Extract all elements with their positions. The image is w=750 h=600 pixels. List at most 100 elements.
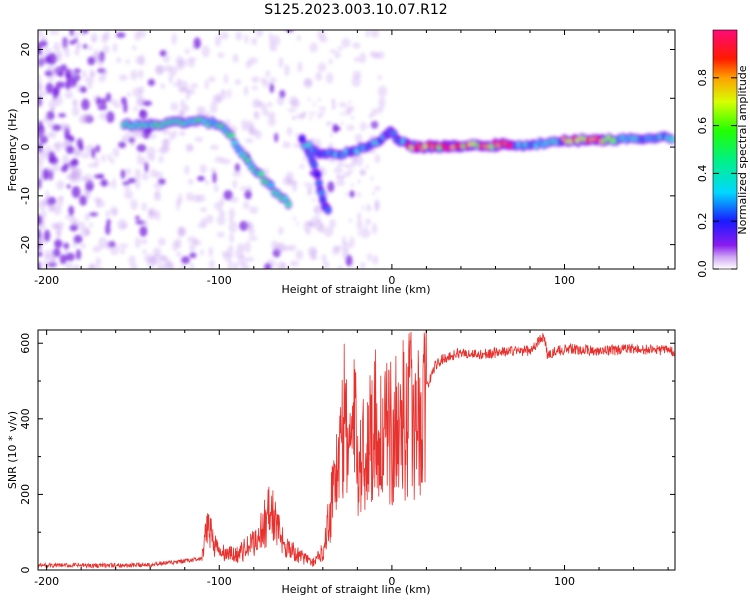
noise-blob <box>158 155 164 164</box>
noise-blob <box>367 253 373 262</box>
noise-blob <box>303 111 307 116</box>
noise-blob <box>264 263 272 269</box>
noise-blob <box>68 205 75 216</box>
noise-blob <box>332 105 336 110</box>
noise-blob <box>127 177 137 184</box>
snr-frame <box>37 329 676 571</box>
noise-blob <box>49 258 57 265</box>
noise-blob <box>58 113 66 118</box>
noise-blob <box>278 226 284 235</box>
colorbar-ticks: 0.0 0.2 0.4 0.6 0.8 <box>696 69 737 278</box>
noise-blob <box>349 236 355 249</box>
noise-blob <box>71 186 81 198</box>
noise-blob <box>38 228 42 240</box>
noise-blob <box>100 179 108 187</box>
noise-blob <box>308 111 312 116</box>
noise-blob <box>142 100 152 107</box>
noise-blob <box>79 86 87 93</box>
noise-blob <box>38 83 43 92</box>
noise-blob <box>248 225 255 236</box>
noise-blob <box>282 141 291 149</box>
noise-blob <box>241 119 248 131</box>
noise-blob <box>378 96 386 109</box>
noise-blob <box>50 106 55 112</box>
noise-blob <box>370 176 374 181</box>
noise-blob <box>304 181 307 186</box>
noise-blob <box>80 113 91 124</box>
x-tick-label: 100 <box>554 575 575 588</box>
noise-blob <box>260 77 267 83</box>
noise-blob <box>366 204 370 208</box>
noise-blob <box>49 30 60 35</box>
y-tick-label: 20 <box>19 43 32 57</box>
noise-blob <box>215 93 223 103</box>
noise-blob <box>326 72 334 84</box>
noise-blob <box>244 185 253 192</box>
noise-blob <box>65 252 75 262</box>
noise-blob <box>71 106 80 117</box>
x-tick-label: 0 <box>388 274 395 287</box>
noise-blob <box>193 239 202 246</box>
noise-blob <box>147 210 158 220</box>
noise-blob <box>326 121 330 126</box>
noise-blob <box>329 132 333 137</box>
noise-blob <box>374 186 381 191</box>
snr-y-ticks: 0 200 400 600 <box>19 333 675 574</box>
noise-blob <box>185 145 194 153</box>
ridge-cell <box>311 162 318 168</box>
noise-blob <box>85 188 91 200</box>
noise-blob <box>255 30 264 38</box>
noise-blob <box>146 146 156 157</box>
noise-blob <box>69 69 77 77</box>
noise-blob <box>359 168 366 176</box>
noise-blob <box>287 108 297 113</box>
noise-blob <box>351 76 361 88</box>
noise-blob <box>69 159 79 167</box>
noise-blob <box>284 64 290 77</box>
noise-blob <box>61 124 71 132</box>
noise-blob <box>180 99 186 109</box>
noise-blob <box>113 103 123 109</box>
x-tick-label: -100 <box>207 575 232 588</box>
noise-blob <box>82 44 88 49</box>
noise-blob <box>312 111 316 116</box>
noise-blob <box>234 249 245 259</box>
noise-blob <box>348 169 351 174</box>
noise-blob <box>189 243 196 253</box>
noise-blob <box>184 48 190 55</box>
noise-blob <box>209 259 215 269</box>
noise-blob <box>341 37 351 48</box>
noise-blob <box>76 221 86 230</box>
y-tick-label: 10 <box>19 91 32 105</box>
noise-blob <box>274 132 279 143</box>
y-tick-label: 0 <box>19 144 32 151</box>
noise-blob <box>208 76 216 83</box>
y-tick-label: 600 <box>19 333 32 354</box>
noise-blob <box>59 254 67 265</box>
noise-blob <box>38 30 44 38</box>
noise-blob <box>66 184 71 189</box>
noise-blob <box>153 253 162 265</box>
noise-blob <box>149 133 157 140</box>
noise-blob <box>185 89 190 101</box>
noise-blob <box>63 242 70 250</box>
noise-blob <box>372 255 379 265</box>
noise-blob <box>302 157 306 161</box>
noise-blob <box>318 36 328 43</box>
noise-blob <box>79 195 87 206</box>
noise-blob <box>45 249 51 258</box>
noise-blob <box>205 214 214 224</box>
noise-blob <box>338 102 348 108</box>
noise-blob <box>134 215 140 220</box>
noise-blob <box>309 42 318 53</box>
noise-blob <box>349 190 355 198</box>
noise-blob <box>42 168 49 181</box>
noise-blob <box>359 52 367 64</box>
noise-blob <box>199 110 206 117</box>
noise-blob <box>84 76 94 85</box>
noise-blob <box>269 39 275 50</box>
noise-blob <box>298 164 305 169</box>
noise-blob <box>309 224 313 229</box>
ridge-cell <box>318 190 325 196</box>
colorbar: 0.0 0.2 0.4 0.6 0.8 Normalized spectral ampl… <box>696 29 749 278</box>
